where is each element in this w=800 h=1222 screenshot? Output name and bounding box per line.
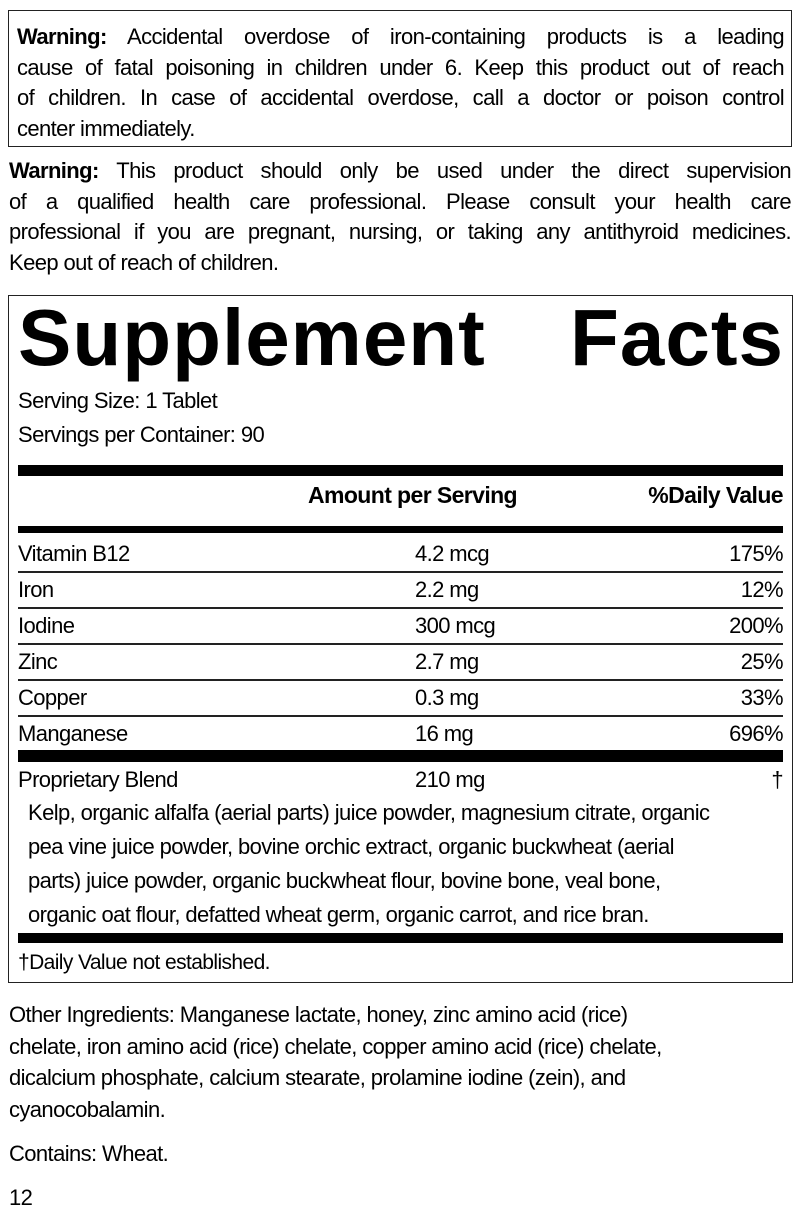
row-divider [18,571,783,573]
nutrient-row: Copper 0.3 mg 33% [18,680,784,716]
contains-allergen: Contains: Wheat. [9,1141,169,1166]
nutrient-amount: 4.2 mcg [415,541,490,566]
page-number: 12 [9,1185,33,1210]
facts-title: Supplement Facts [18,293,784,382]
nutrient-dv: 175% [729,541,783,566]
other-ingredients: Other Ingredients: Manganese lactate, ho… [9,1002,662,1122]
blend-ingredients: Kelp, organic alfalfa (aerial parts) jui… [28,800,710,927]
nutrient-name: Manganese [18,721,128,746]
nutrient-name: Iron [18,577,54,602]
row-divider [18,643,783,645]
nutrient-dv: 12% [740,577,784,602]
nutrient-amount: 2.2 mg [415,577,479,602]
warning-supervision: Warning: This product should only be use… [9,158,792,275]
nutrient-row: Zinc 2.7 mg 25% [18,644,784,680]
row-divider [18,607,783,609]
warning-box-iron [8,10,792,147]
nutrient-name: Zinc [18,649,58,674]
servings-per-container: Servings per Container: 90 [18,422,265,447]
nutrient-name: Iodine [18,613,75,638]
nutrient-row: Manganese 16 mg 696% [18,716,784,752]
nutrient-name: Vitamin B12 [18,541,130,566]
nutrient-dv: 33% [740,685,784,710]
nutrient-dv: 25% [740,649,784,674]
divider-medium [18,526,783,533]
divider-thick [18,465,783,476]
footnote: †Daily Value not established. [18,951,270,974]
nutrient-row: Iron 2.2 mg 12% [18,572,784,608]
warning-iron: Warning: Accidental overdose of iron-con… [17,24,785,141]
nutrient-amount: 0.3 mg [415,685,479,710]
header-daily-value: %Daily Value [648,482,783,508]
nutrient-amount: 16 mg [415,721,474,746]
nutrient-amount: 2.7 mg [415,649,479,674]
row-divider [18,715,783,717]
serving-size: Serving Size: 1 Tablet [18,388,218,413]
nutrient-row: Iodine 300 mcg 200% [18,608,784,644]
divider-thick [18,933,783,943]
warning-label: Warning: [17,24,107,49]
divider-thick [18,750,783,762]
nutrient-name: Copper [18,685,87,710]
nutrient-dv: 696% [729,721,783,746]
supplement-facts-panel [8,295,793,983]
nutrient-amount: 300 mcg [415,613,496,638]
warning-label: Warning: [9,158,99,183]
blend-row: Proprietary Blend 210 mg † [18,767,784,792]
nutrient-row: Vitamin B12 4.2 mcg 175% [18,536,784,572]
row-divider [18,679,783,681]
header-amount: Amount per Serving [308,482,518,508]
nutrient-dv: 200% [729,613,783,638]
